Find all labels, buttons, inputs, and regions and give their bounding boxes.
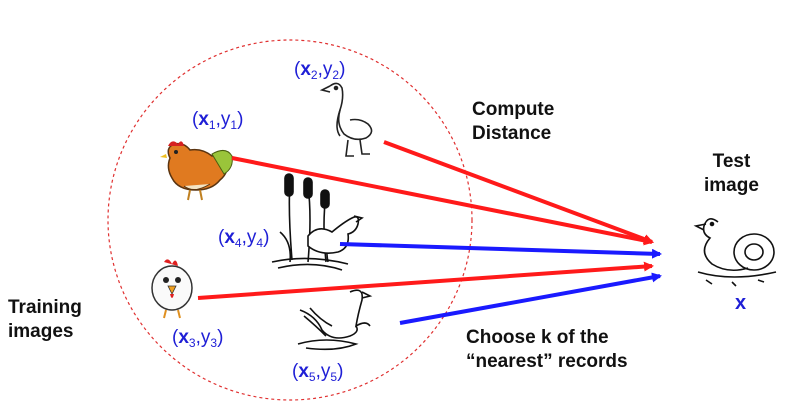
goose-icon: [319, 82, 373, 157]
swan-icon: [297, 289, 373, 351]
chick-icon: [151, 259, 193, 319]
training-set-boundary: [107, 39, 473, 401]
nearest-arrow-2: [399, 272, 662, 325]
distance-arrow-3: [197, 261, 654, 300]
record-label-2: (x2,y2): [294, 59, 346, 82]
choose-line-1: Choose k of the: [466, 327, 609, 348]
distance-arrow-1: [231, 156, 654, 246]
record-label-3: (x3,y3): [172, 327, 224, 350]
test-line-2: image: [704, 174, 759, 196]
distance-arrow-2: [383, 140, 654, 244]
choose-nearest-label: Choose k of the “nearest” records: [466, 326, 628, 374]
test-line-1: Test: [712, 151, 751, 172]
compute-distance-label: Compute Distance: [472, 98, 554, 146]
rubber-duck-icon: [693, 218, 777, 287]
choose-line-2: “nearest” records: [466, 350, 628, 372]
duck-icon: [271, 173, 364, 271]
training-line-1: Training: [8, 297, 82, 318]
record-label-5: (x5,y5): [292, 361, 344, 384]
record-label-4: (x4,y4): [218, 227, 270, 250]
nearest-arrow-1: [339, 242, 662, 259]
compute-line-2: Distance: [472, 122, 552, 144]
training-line-2: images: [8, 320, 74, 342]
test-image-label: Test image: [704, 150, 759, 198]
record-label-1: (x1,y1): [192, 109, 244, 132]
compute-line-1: Compute: [472, 99, 555, 120]
training-images-label: Training images: [8, 296, 82, 344]
test-variable-label: x: [735, 292, 747, 314]
hen-icon: [160, 141, 233, 201]
